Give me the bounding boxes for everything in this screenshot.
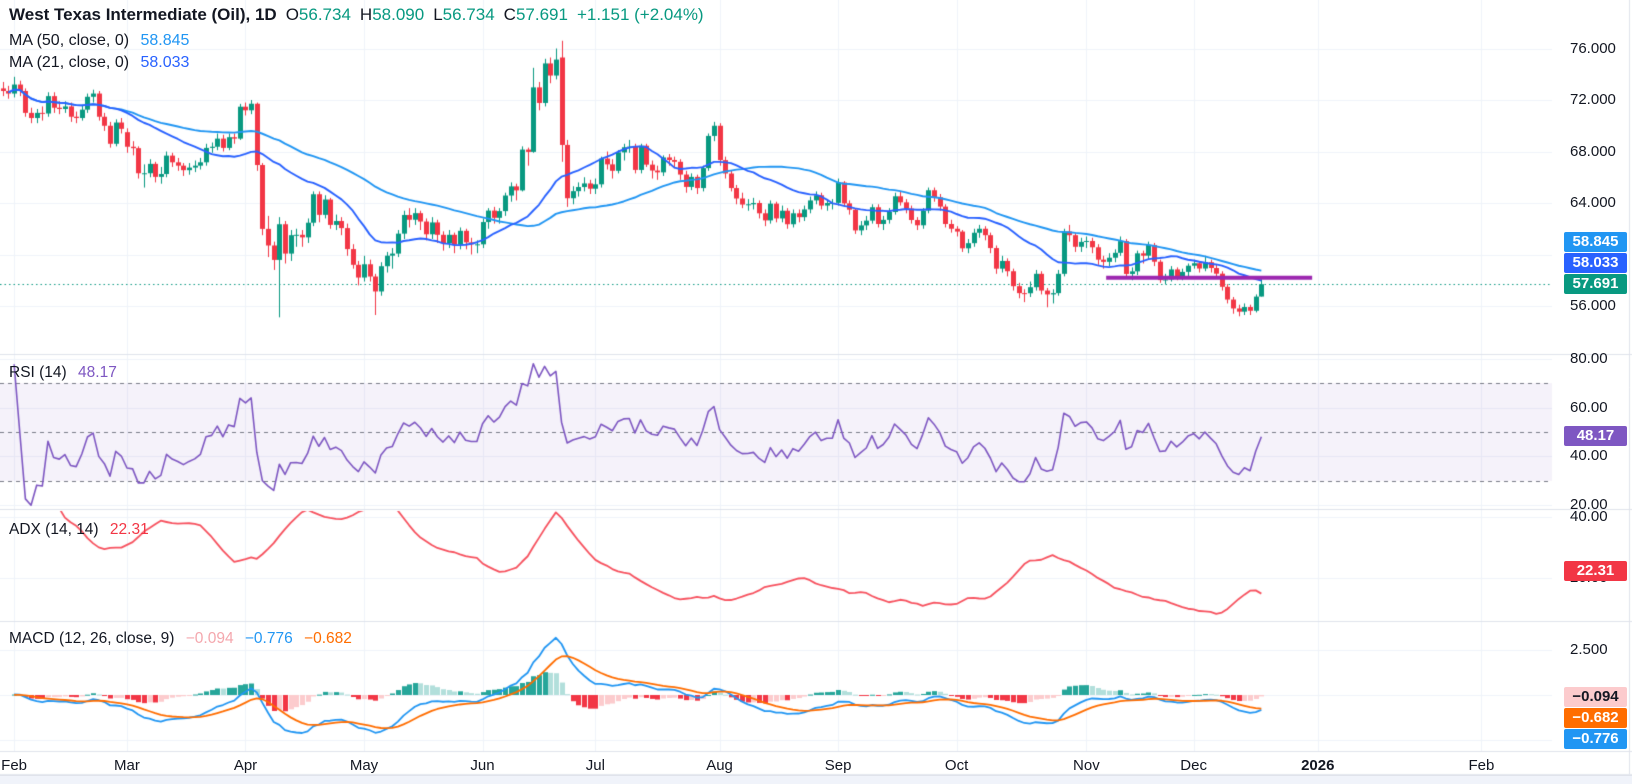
- ma21-legend[interactable]: MA (21, close, 0) 58.033: [9, 54, 189, 72]
- price-badge-ma50: 58.845: [1564, 232, 1627, 253]
- high-label: H: [359, 5, 373, 24]
- open-value: 56.734: [298, 5, 351, 24]
- time-axis-month-label: Sep: [824, 757, 852, 774]
- symbol-legend[interactable]: West Texas Intermediate (Oil), 1D O56.734…: [9, 5, 704, 25]
- symbol-title[interactable]: West Texas Intermediate (Oil), 1D: [9, 5, 277, 24]
- rsi-value: 48.17: [78, 364, 117, 381]
- rsi-axis-tick: 40.00: [1570, 447, 1608, 465]
- time-axis-month-label: Oct: [944, 757, 969, 774]
- time-axis-month-label: Jun: [470, 757, 495, 774]
- price-badge-close: 57.691: [1564, 274, 1627, 295]
- time-axis-month-label: 2026: [1301, 757, 1335, 774]
- time-axis-month-label: Feb: [1468, 757, 1495, 774]
- price-axis-tick: 72.000: [1570, 91, 1616, 108]
- rsi-pane-header[interactable]: RSI (14) 48.17: [9, 364, 117, 382]
- price-axis[interactable]: [1553, 0, 1632, 752]
- close-value: 57.691: [515, 5, 568, 24]
- open-label: O: [285, 5, 299, 24]
- adx-label: ADX (14, 14): [9, 521, 99, 538]
- adx-pane-header[interactable]: ADX (14, 14) 22.31: [9, 521, 149, 539]
- time-axis-month-label: Dec: [1180, 757, 1207, 774]
- change-value: +1.151 (+2.04%): [576, 5, 704, 24]
- time-axis-month-label: Aug: [706, 757, 733, 774]
- time-axis-month-label: Nov: [1073, 757, 1100, 774]
- macd-pane-header[interactable]: MACD (12, 26, close, 9) −0.094 −0.776 −0…: [9, 630, 352, 648]
- low-value: 56.734: [442, 5, 495, 24]
- close-label: C: [503, 5, 516, 24]
- rsi-axis-tick: 80.00: [1570, 349, 1608, 367]
- time-axis[interactable]: [0, 752, 1632, 775]
- ma21-value: 58.033: [140, 54, 190, 71]
- ma50-legend[interactable]: MA (50, close, 0) 58.845: [9, 32, 189, 50]
- macd-signal-value: −0.682: [304, 630, 352, 647]
- bottom-toolbar-strip: [0, 775, 1632, 784]
- time-axis-month-label: Apr: [233, 757, 258, 774]
- adx-axis-tick: 40.00: [1570, 508, 1608, 525]
- macd-line-value: −0.776: [244, 630, 293, 647]
- high-value: 58.090: [372, 5, 425, 24]
- rsi-badge: 48.17: [1564, 426, 1627, 447]
- macd-axis-tick: 2.500: [1570, 641, 1608, 658]
- adx-value: 22.31: [109, 521, 149, 538]
- price-axis-tick: 56.000: [1570, 297, 1616, 314]
- time-axis-month-label: Feb: [1, 757, 28, 774]
- rsi-axis-tick: 60.00: [1570, 398, 1608, 416]
- ma21-label: MA (21, close, 0): [9, 54, 130, 71]
- price-axis-tick: 76.000: [1570, 39, 1616, 57]
- time-axis-month-label: Mar: [114, 757, 140, 774]
- macd-badge-hist: −0.094: [1564, 686, 1627, 707]
- ma50-label: MA (50, close, 0): [9, 32, 130, 49]
- time-axis-month-label: Jul: [585, 757, 605, 774]
- rsi-label: RSI (14): [9, 364, 67, 381]
- macd-label: MACD (12, 26, close, 9): [9, 630, 175, 647]
- macd-badge-macd: −0.776: [1564, 728, 1627, 749]
- ma50-value: 58.845: [140, 32, 190, 49]
- low-label: L: [433, 5, 443, 24]
- time-axis-month-label: May: [349, 757, 379, 774]
- macd-hist-value: −0.094: [185, 630, 234, 647]
- price-axis-tick: 68.000: [1570, 142, 1616, 160]
- rsi-axis-tick: 20.00: [1570, 496, 1608, 514]
- macd-badge-signal: −0.682: [1564, 707, 1627, 728]
- price-axis-tick: 64.000: [1570, 194, 1616, 211]
- price-badge-ma21: 58.033: [1564, 253, 1627, 274]
- adx-badge: 22.31: [1564, 560, 1627, 581]
